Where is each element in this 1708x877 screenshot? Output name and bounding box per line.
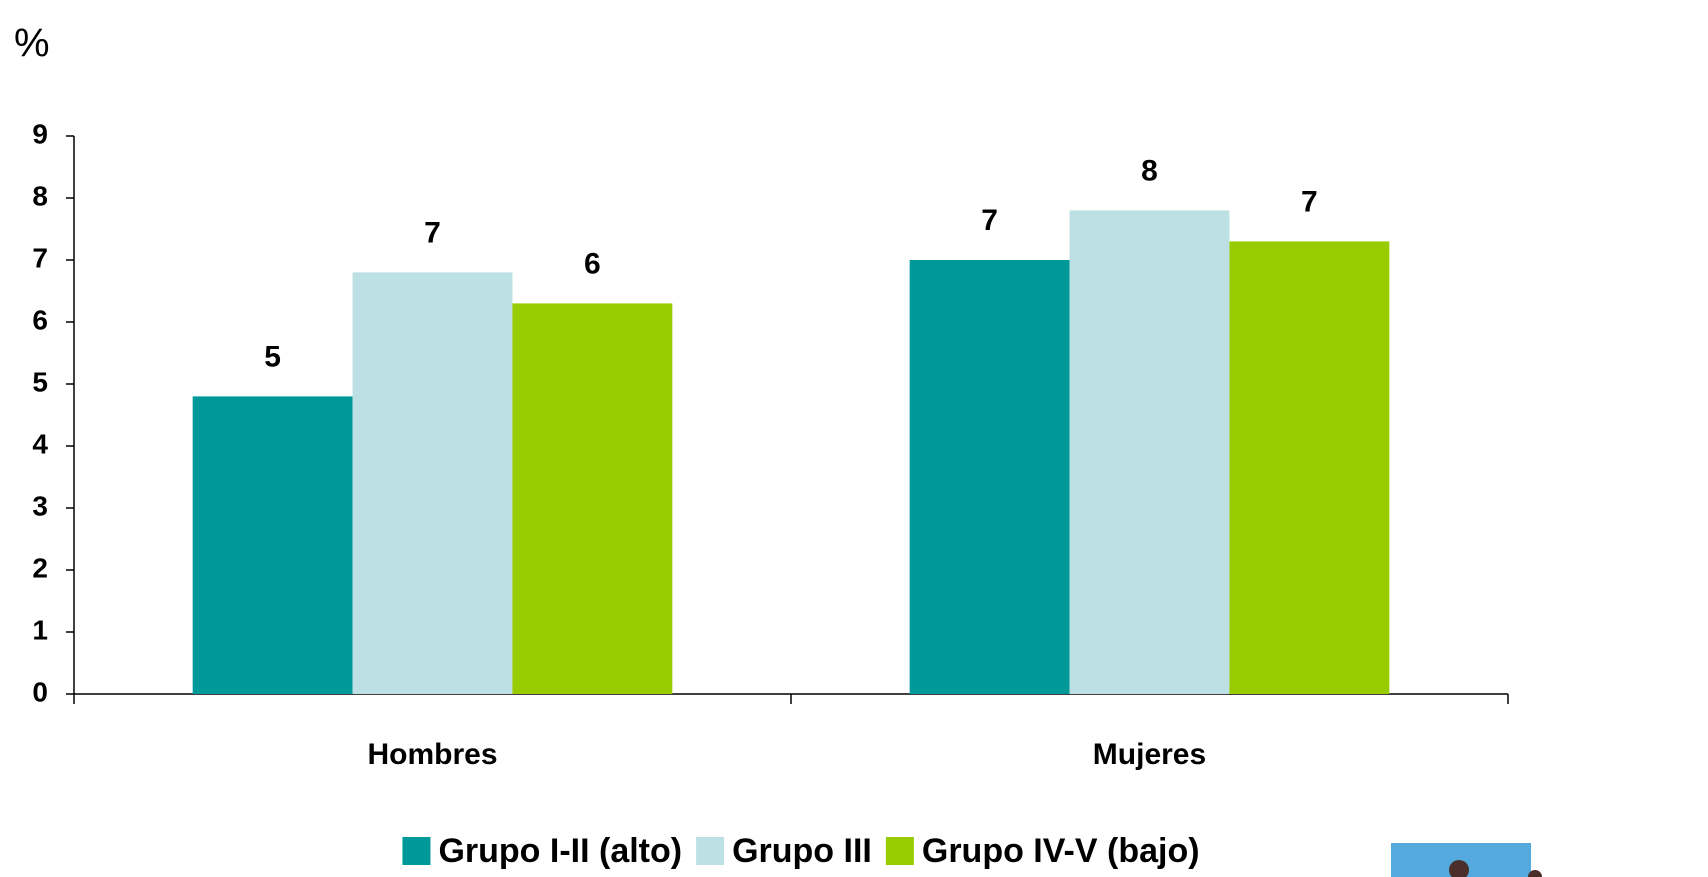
y-tick-label: 5 [32, 366, 48, 397]
x-tick-label: Hombres [367, 738, 497, 771]
y-tick-label: 0 [32, 676, 48, 707]
bar [1229, 241, 1390, 694]
value-label: 7 [981, 204, 998, 237]
corner-image [1391, 843, 1542, 877]
image-detail [1449, 860, 1469, 877]
value-label: 6 [584, 247, 601, 280]
legend: Grupo I-II (alto) Grupo III Grupo IV-V (ba… [402, 832, 1200, 870]
bar [512, 303, 673, 694]
y-tick-label: 7 [32, 242, 48, 273]
value-label: 7 [1301, 185, 1318, 218]
image-detail [1528, 870, 1542, 877]
y-tick-label: 1 [32, 614, 48, 645]
value-label: 8 [1141, 154, 1158, 187]
bar [192, 396, 353, 694]
legend-swatch [696, 837, 725, 865]
legend-swatch [402, 837, 431, 865]
bar [1069, 210, 1230, 694]
bar [352, 272, 513, 694]
y-tick-label: 9 [32, 118, 48, 149]
y-tick-label: 6 [32, 304, 48, 335]
y-tick-label: 2 [32, 552, 48, 583]
value-label: 7 [424, 216, 441, 249]
bar [909, 260, 1070, 694]
legend-label: Grupo III [732, 832, 872, 870]
legend-label: Grupo I-II (alto) [438, 832, 682, 870]
x-tick-label: Mujeres [1093, 738, 1206, 771]
legend-label: Grupo IV-V (bajo) [922, 832, 1200, 870]
y-tick-label: 4 [32, 428, 48, 459]
y-axis-label: % [14, 22, 50, 66]
y-tick-label: 3 [32, 490, 48, 521]
y-tick-label: 8 [32, 180, 48, 211]
value-label: 5 [264, 340, 281, 373]
legend-swatch [885, 837, 914, 865]
